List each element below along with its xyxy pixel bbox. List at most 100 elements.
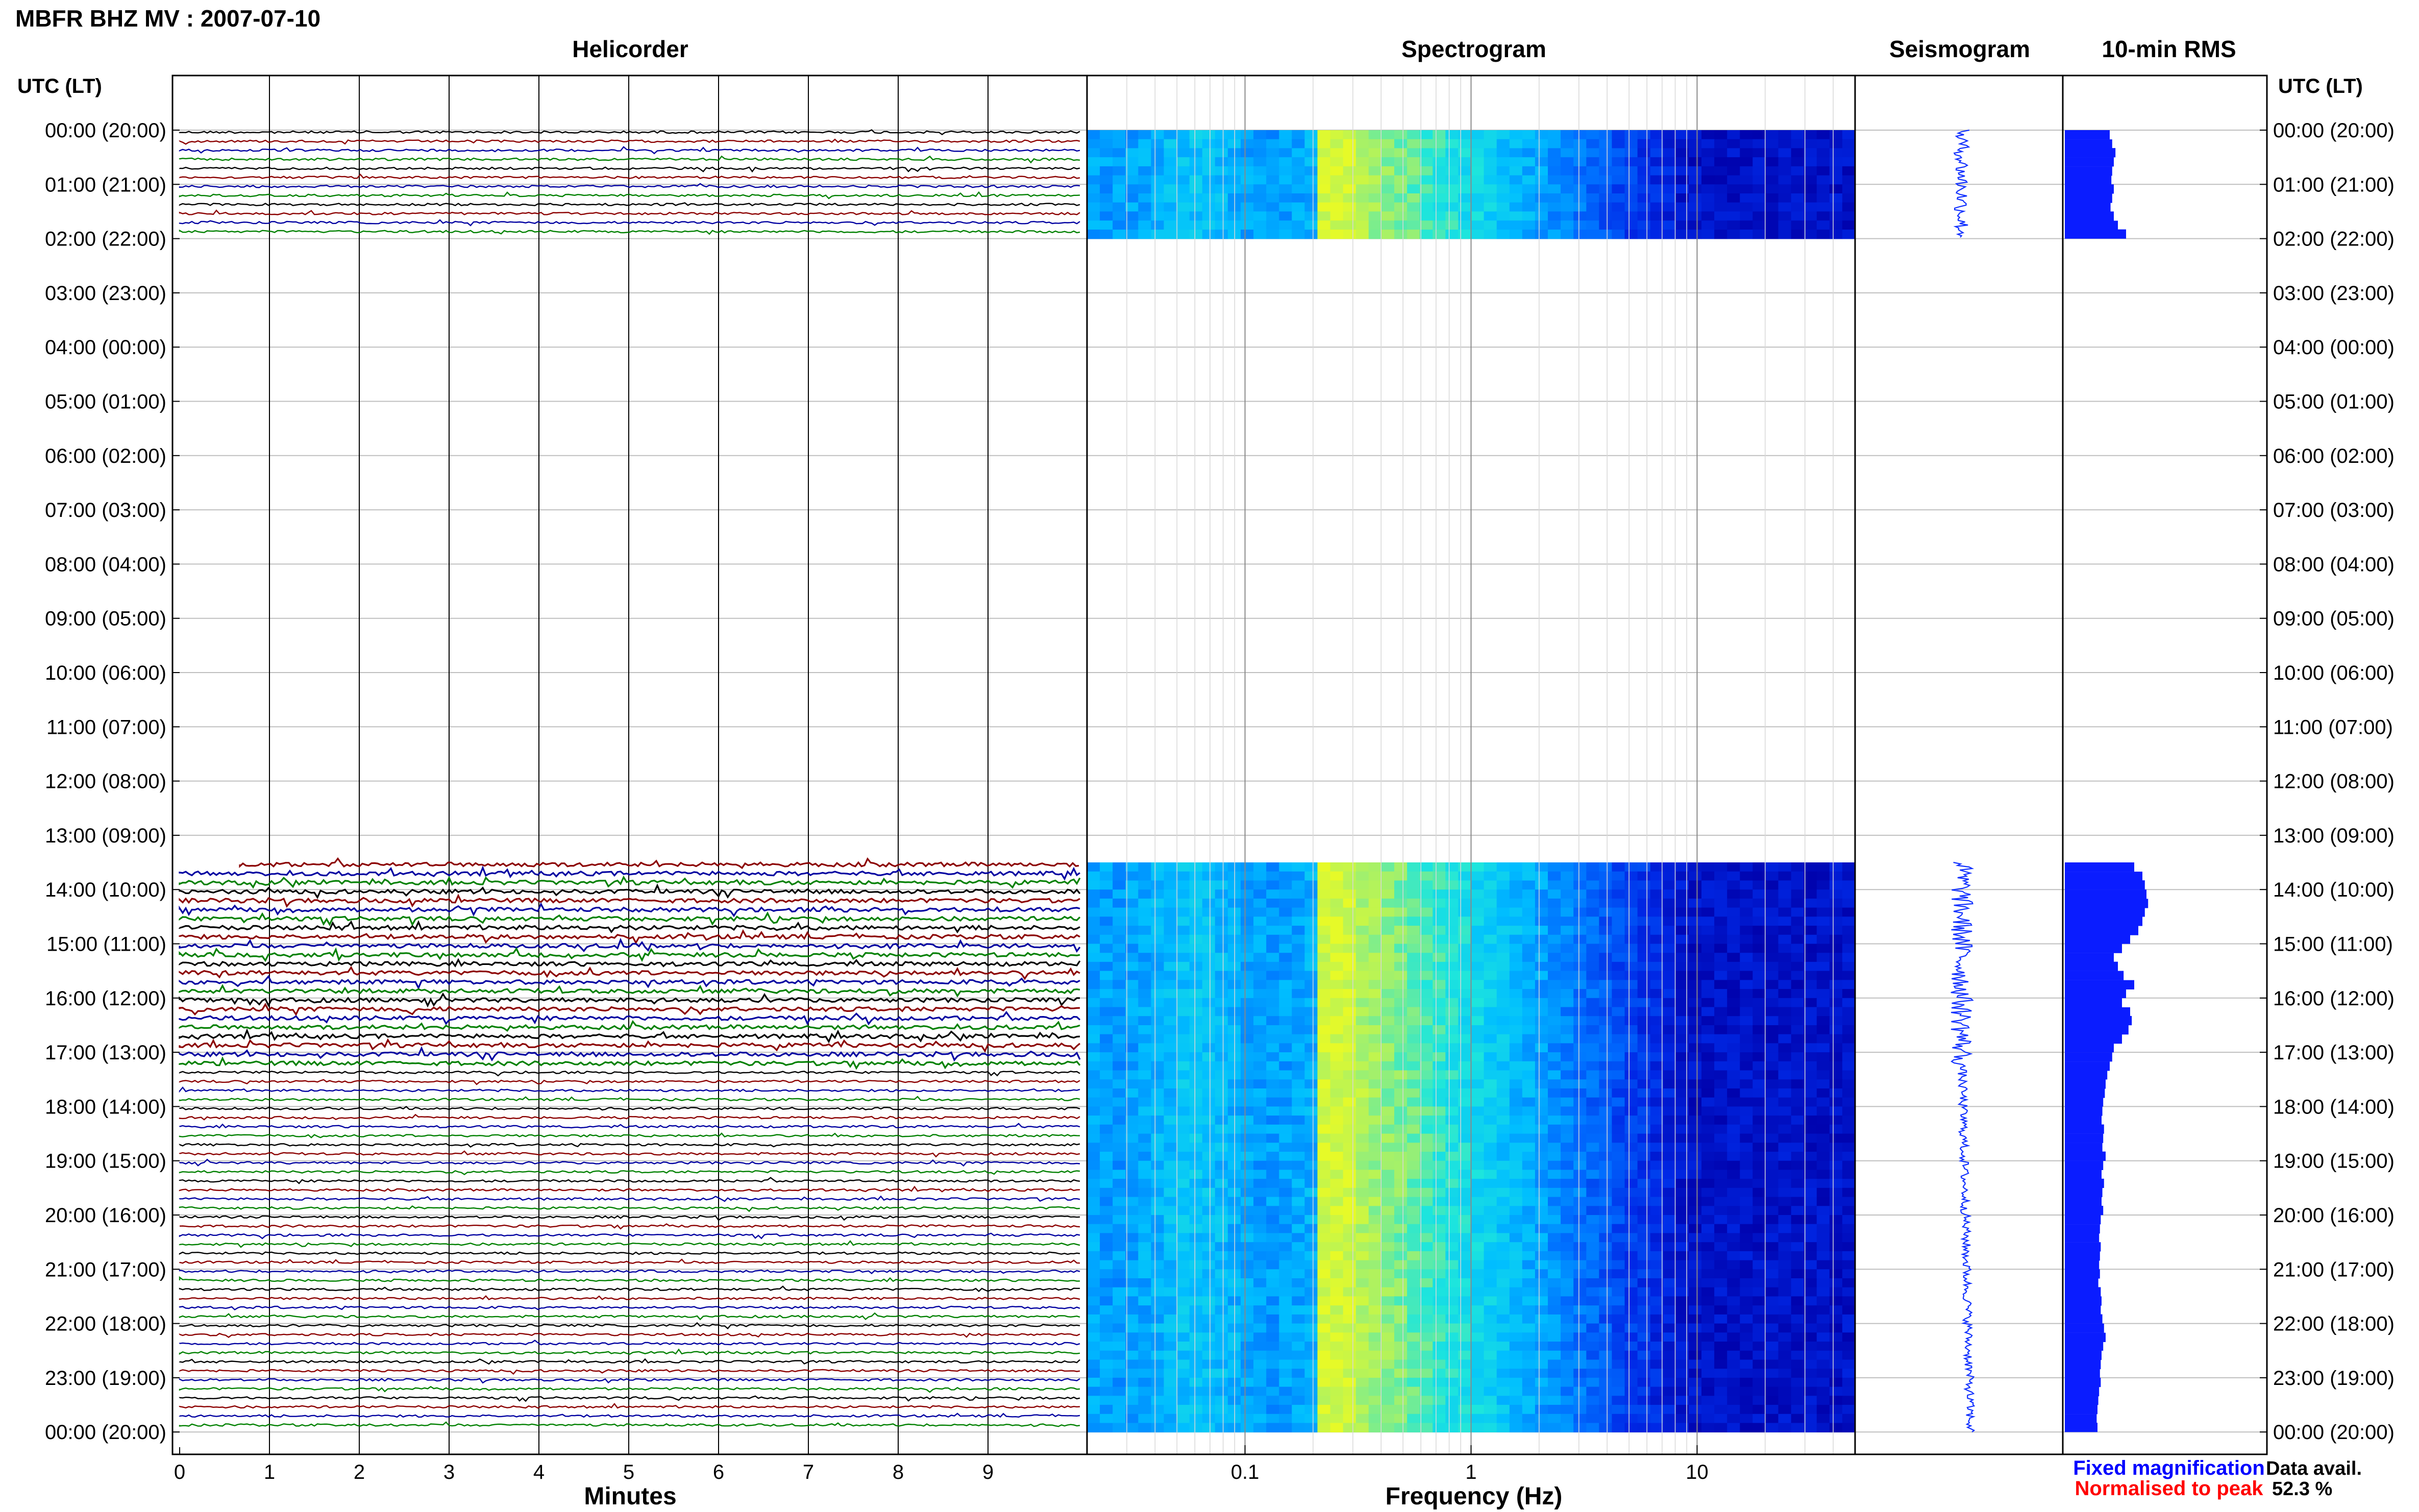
spectrogram-cell [1804, 1097, 1817, 1107]
spectrogram-cell [1125, 926, 1139, 935]
spectrogram-cell [1164, 1143, 1177, 1152]
spectrogram-cell [1368, 1043, 1382, 1053]
spectrogram-cell [1176, 862, 1190, 872]
spectrogram-cell [1241, 1116, 1254, 1125]
spectrogram-cell [1189, 184, 1203, 194]
spectrogram-cell [1842, 157, 1856, 167]
spectrogram-cell [1381, 1287, 1395, 1297]
spectrogram-cell [1573, 1043, 1587, 1053]
spectrogram-cell [1266, 1187, 1280, 1198]
spectrogram-cell [1343, 1170, 1356, 1179]
spectrogram-cell [1355, 1034, 1369, 1044]
spectrogram-cell [1496, 1143, 1510, 1152]
spectrogram-cell [1151, 871, 1165, 881]
spectrogram-cell [1484, 934, 1497, 945]
spectrogram-cell [1561, 1043, 1574, 1053]
spectrogram-cell [1100, 229, 1113, 239]
spectrogram-cell [1100, 1187, 1113, 1198]
spectrogram-cell [1202, 1332, 1216, 1342]
spectrogram-cell [1100, 1323, 1113, 1333]
spectrogram-cell [1688, 1405, 1702, 1415]
spectrogram-cell [1125, 1079, 1139, 1089]
spectrogram-cell [1561, 1034, 1574, 1044]
spectrogram-cell [1087, 229, 1100, 239]
spectrogram-cell [1407, 944, 1420, 953]
rms-bar [2065, 1160, 2104, 1170]
spectrogram-cell [1407, 148, 1420, 158]
spectrogram-cell [1586, 1423, 1600, 1432]
spectrogram-cell [1202, 1242, 1216, 1252]
spectrogram-cell [1368, 1016, 1382, 1026]
spectrogram-cell [1791, 1116, 1805, 1125]
spectrogram-cell [1637, 1359, 1651, 1369]
spectrogram-cell [1330, 1097, 1344, 1107]
spectrogram-cell [1241, 1170, 1254, 1179]
spectrogram-cell [1535, 1260, 1548, 1270]
helicorder-trace-line [179, 1170, 1080, 1176]
spectrogram-cell [1215, 961, 1228, 972]
spectrogram-cell [1151, 1323, 1165, 1333]
spectrogram-cell [1612, 157, 1625, 167]
spectrogram-cell [1675, 202, 1689, 212]
spectrogram-cell [1253, 1160, 1267, 1171]
spectrogram-cell [1612, 907, 1625, 918]
spectrogram-cell [1317, 998, 1331, 1008]
spectrogram-cell [1343, 1305, 1356, 1315]
spectrogram-cell [1189, 1088, 1203, 1098]
spectrogram-cell [1663, 1079, 1676, 1089]
spectrogram-cell [1087, 157, 1100, 167]
spectrogram-cell [1791, 1215, 1805, 1225]
spectrogram-cell [1561, 1179, 1574, 1188]
spectrogram-cell [1202, 1224, 1216, 1234]
spectrogram-cell [1535, 1377, 1548, 1387]
spectrogram-cell [1241, 1088, 1254, 1098]
spectrogram-cell [1164, 148, 1177, 158]
spectrogram-cell [1458, 229, 1472, 239]
spectrogram-cell [1253, 1070, 1267, 1080]
spectrogram-cell [1829, 1215, 1843, 1225]
spectrogram-cell [1522, 934, 1536, 945]
spectrogram-cell [1484, 1224, 1497, 1234]
spectrogram-cell [1266, 1016, 1280, 1026]
spectrogram-cell [1573, 1016, 1587, 1026]
spectrogram-cell [1100, 989, 1113, 999]
spectrogram-cell [1586, 871, 1600, 881]
spectrogram-cell [1304, 916, 1318, 926]
spectrogram-cell [1586, 1143, 1600, 1152]
spectrogram-cell [1586, 1016, 1600, 1026]
spectrogram-cell [1292, 871, 1305, 881]
spectrogram-cell [1381, 1088, 1395, 1098]
spectrogram-cell [1420, 1269, 1434, 1279]
spectrogram-cell [1624, 1359, 1638, 1369]
spectrogram-cell [1317, 1206, 1331, 1216]
spectrogram-cell [1573, 1143, 1587, 1152]
spectrogram-cell [1458, 1396, 1472, 1405]
spectrogram-cell [1650, 1386, 1664, 1397]
spectrogram-cell [1522, 1160, 1536, 1171]
rms-bar [2065, 1143, 2103, 1152]
spectrogram-cell [1829, 953, 1843, 962]
spectrogram-cell [1496, 961, 1510, 972]
spectrogram-cell [1151, 229, 1165, 239]
spectrogram-cell [1330, 1342, 1344, 1351]
spectrogram-cell [1624, 1079, 1638, 1089]
spectrogram-cell [1701, 1242, 1715, 1252]
spectrogram-cell [1241, 1350, 1254, 1360]
spectrogram-cell [1829, 1061, 1843, 1071]
helicorder-trace-line [179, 1358, 1080, 1365]
spectrogram-cell [1842, 961, 1856, 972]
spectrogram-cell [1573, 1152, 1587, 1161]
spectrogram-cell [1471, 1197, 1485, 1207]
spectrogram-cell [1215, 1025, 1228, 1035]
spectrogram-cell [1304, 1106, 1318, 1116]
spectrogram-cell [1471, 229, 1485, 239]
spectrogram-cell [1816, 1350, 1830, 1360]
spectrogram-cell [1586, 926, 1600, 935]
spectrogram-cell [1355, 193, 1369, 203]
spectrogram-cell [1343, 1414, 1356, 1424]
spectrogram-cell [1100, 1061, 1113, 1071]
spectrogram-cell [1663, 1260, 1676, 1270]
spectrogram-cell [1752, 1377, 1766, 1387]
spectrogram-cell [1381, 1323, 1395, 1333]
spectrogram-cell [1765, 1287, 1779, 1297]
